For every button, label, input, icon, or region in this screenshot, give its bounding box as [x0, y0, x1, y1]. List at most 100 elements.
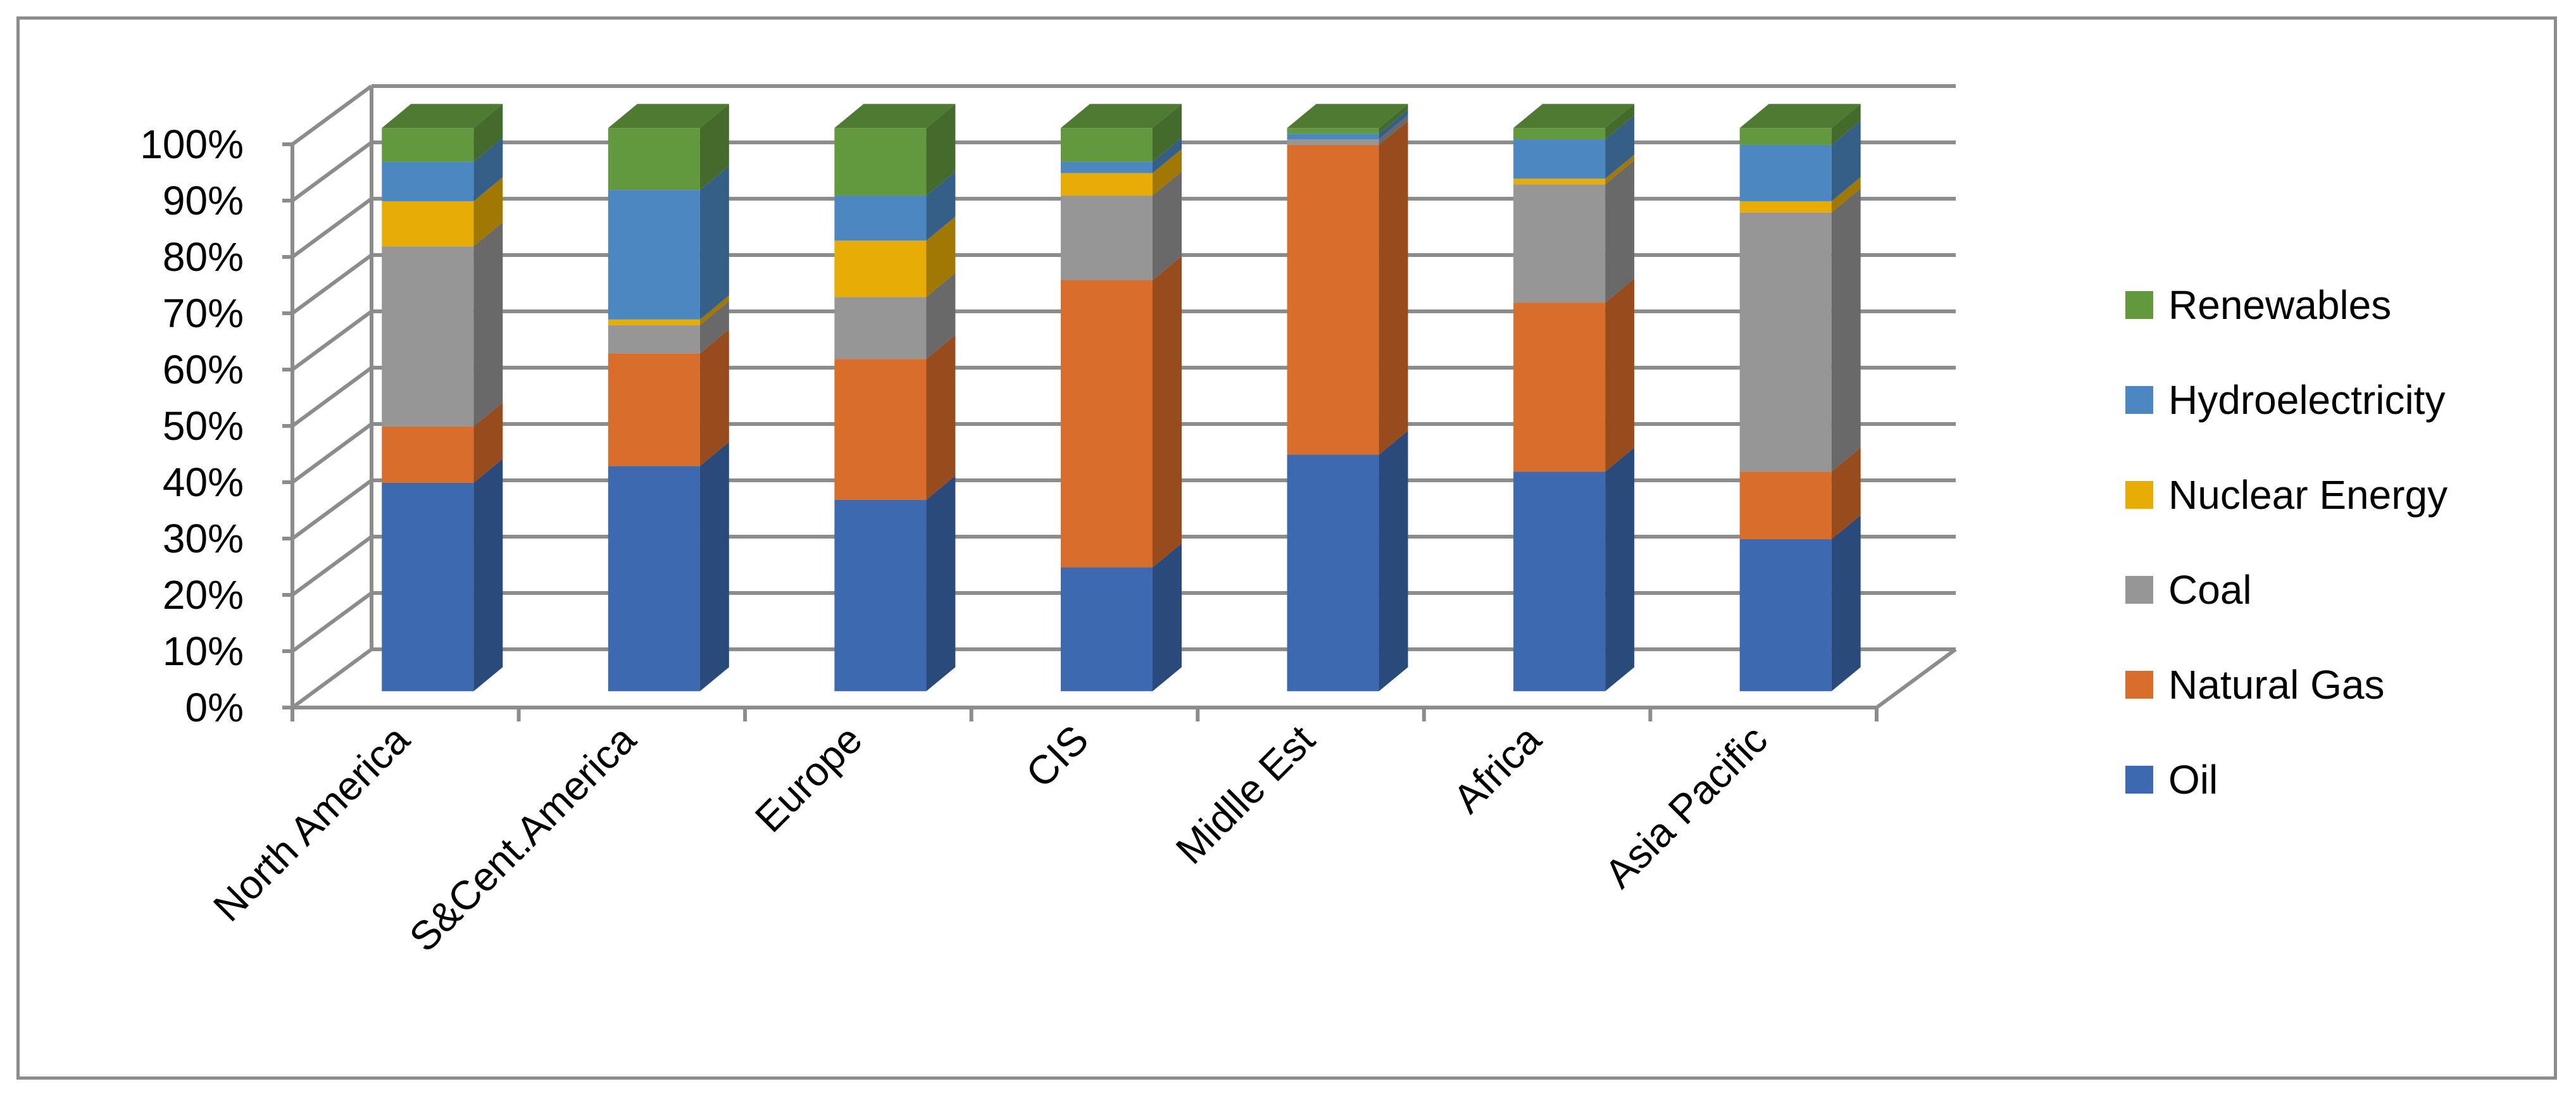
bar-top-north-america — [382, 104, 503, 128]
gridline-side — [291, 253, 373, 315]
bar-stack-north-america — [382, 104, 503, 692]
x-tick-label: S&Cent.America — [401, 716, 645, 961]
bar-north-america-renewables-side — [473, 104, 503, 162]
bar-asia-pacific-natural-gas-side — [1831, 447, 1861, 539]
bar-north-america-natural-gas — [382, 426, 474, 483]
bar-north-america-natural-gas-side — [473, 402, 503, 483]
y-tick-label: 80% — [163, 234, 244, 280]
bar-africa-natural-gas-side — [1605, 278, 1635, 472]
bar-africa-coal-side — [1605, 160, 1635, 303]
legend-label: Hydroelectricity — [2168, 377, 2445, 423]
bar-asia-pacific-nuclear-energy-side — [1831, 177, 1861, 213]
y-tick-label: 90% — [163, 178, 244, 223]
bar-north-america-nuclear-energy — [382, 201, 474, 247]
bar-asia-pacific-hydroelectricity-side — [1831, 120, 1861, 201]
bar-africa-renewables-side — [1605, 104, 1635, 140]
bar-stack-midlle-est — [1287, 104, 1408, 692]
bar-stack-cis — [1061, 104, 1182, 692]
bar-cis-natural-gas — [1061, 280, 1153, 568]
legend-label: Nuclear Energy — [2168, 472, 2448, 518]
bar-s-cent-america-renewables-side — [699, 104, 729, 190]
bar-africa-nuclear-energy-side — [1605, 154, 1635, 185]
legend-swatch — [2125, 671, 2153, 699]
y-tick-label: 70% — [163, 290, 244, 336]
bar-asia-pacific-renewables — [1739, 128, 1832, 145]
bar-north-america-nuclear-energy-side — [473, 177, 503, 247]
bar-midlle-est-hydroelectricity — [1287, 134, 1379, 140]
bar-europe-nuclear-energy-side — [926, 216, 956, 297]
bar-s-cent-america-oil-side — [699, 442, 729, 692]
y-tick-label: 50% — [163, 403, 244, 449]
x-tick-label: Asia Pacific — [1596, 716, 1776, 897]
bar-cis-nuclear-energy-side — [1153, 149, 1182, 196]
gridline-side — [291, 591, 373, 653]
bar-midlle-est-oil-side — [1379, 430, 1408, 692]
gridline-side — [291, 478, 373, 540]
x-tick-label: North America — [204, 716, 418, 930]
bar-top-midlle-est — [1287, 104, 1408, 128]
bar-midlle-est-coal-side — [1379, 115, 1408, 145]
bar-north-america-coal — [382, 246, 474, 427]
bar-north-america-oil — [382, 482, 474, 692]
bar-north-america-hydroelectricity — [382, 161, 474, 201]
bar-africa-nuclear-energy — [1513, 178, 1606, 185]
y-tick-label: 0% — [185, 685, 244, 730]
bar-europe-nuclear-energy — [834, 240, 927, 297]
bar-s-cent-america-natural-gas-side — [699, 329, 729, 466]
bar-stack-europe — [834, 104, 956, 692]
legend-label: Coal — [2168, 567, 2252, 613]
bar-asia-pacific-coal — [1739, 212, 1832, 472]
bar-s-cent-america-hydroelectricity — [608, 190, 700, 320]
bar-cis-hydroelectricity-side — [1153, 137, 1182, 173]
x-tick-label: Africa — [1444, 716, 1550, 822]
legend-item-natural-gas: Natural Gas — [2125, 662, 2384, 708]
gridline-side — [291, 647, 373, 709]
gridline-side — [291, 197, 373, 259]
bar-europe-coal — [834, 297, 927, 359]
y-tick-label: 30% — [163, 516, 244, 561]
gridline-side — [291, 84, 373, 146]
bar-stack-s-cent-america — [608, 104, 729, 692]
bar-europe-natural-gas-side — [926, 335, 956, 500]
bar-s-cent-america-coal-side — [699, 301, 729, 354]
bar-europe-hydroelectricity-side — [926, 172, 956, 241]
bar-africa-coal — [1513, 184, 1606, 303]
bar-cis-renewables — [1061, 128, 1153, 162]
gridline-side — [291, 535, 373, 597]
bar-top-cis — [1061, 104, 1182, 128]
x-tick-label: Europe — [746, 716, 871, 841]
bar-s-cent-america-nuclear-energy-side — [699, 295, 729, 325]
bar-europe-oil-side — [926, 475, 956, 692]
bar-top-africa — [1513, 104, 1635, 128]
bar-asia-pacific-natural-gas — [1739, 471, 1832, 539]
x-tick-label: CIS — [1017, 716, 1097, 796]
y-tick-label: 40% — [163, 459, 244, 505]
bar-stack-asia-pacific — [1739, 104, 1861, 692]
bar-europe-oil — [834, 499, 927, 692]
bar-north-america-renewables — [382, 128, 474, 162]
bar-asia-pacific-renewables-side — [1831, 104, 1861, 145]
bar-africa-hydroelectricity-side — [1605, 115, 1635, 179]
gridline-side — [291, 422, 373, 484]
y-tick-label: 100% — [140, 122, 244, 167]
legend-label: Natural Gas — [2168, 662, 2384, 708]
bar-midlle-est-natural-gas-side — [1379, 120, 1408, 455]
bar-asia-pacific-coal-side — [1831, 188, 1861, 472]
bar-cis-oil — [1061, 567, 1153, 692]
bar-europe-hydroelectricity — [834, 196, 927, 241]
bars — [382, 104, 1861, 692]
gridline-side — [291, 140, 373, 203]
bar-africa-hydroelectricity — [1513, 139, 1606, 179]
bar-africa-renewables — [1513, 128, 1606, 140]
bar-midlle-est-natural-gas — [1287, 144, 1379, 455]
bar-asia-pacific-nuclear-energy — [1739, 201, 1832, 213]
bar-midlle-est-oil — [1287, 454, 1379, 692]
bar-asia-pacific-oil-side — [1831, 515, 1861, 692]
bar-africa-natural-gas — [1513, 303, 1606, 472]
bar-asia-pacific-oil — [1739, 539, 1832, 692]
bar-europe-coal-side — [926, 273, 956, 359]
bar-s-cent-america-renewables — [608, 128, 700, 190]
y-tick-label: 60% — [163, 347, 244, 392]
bar-cis-natural-gas-side — [1153, 256, 1182, 568]
